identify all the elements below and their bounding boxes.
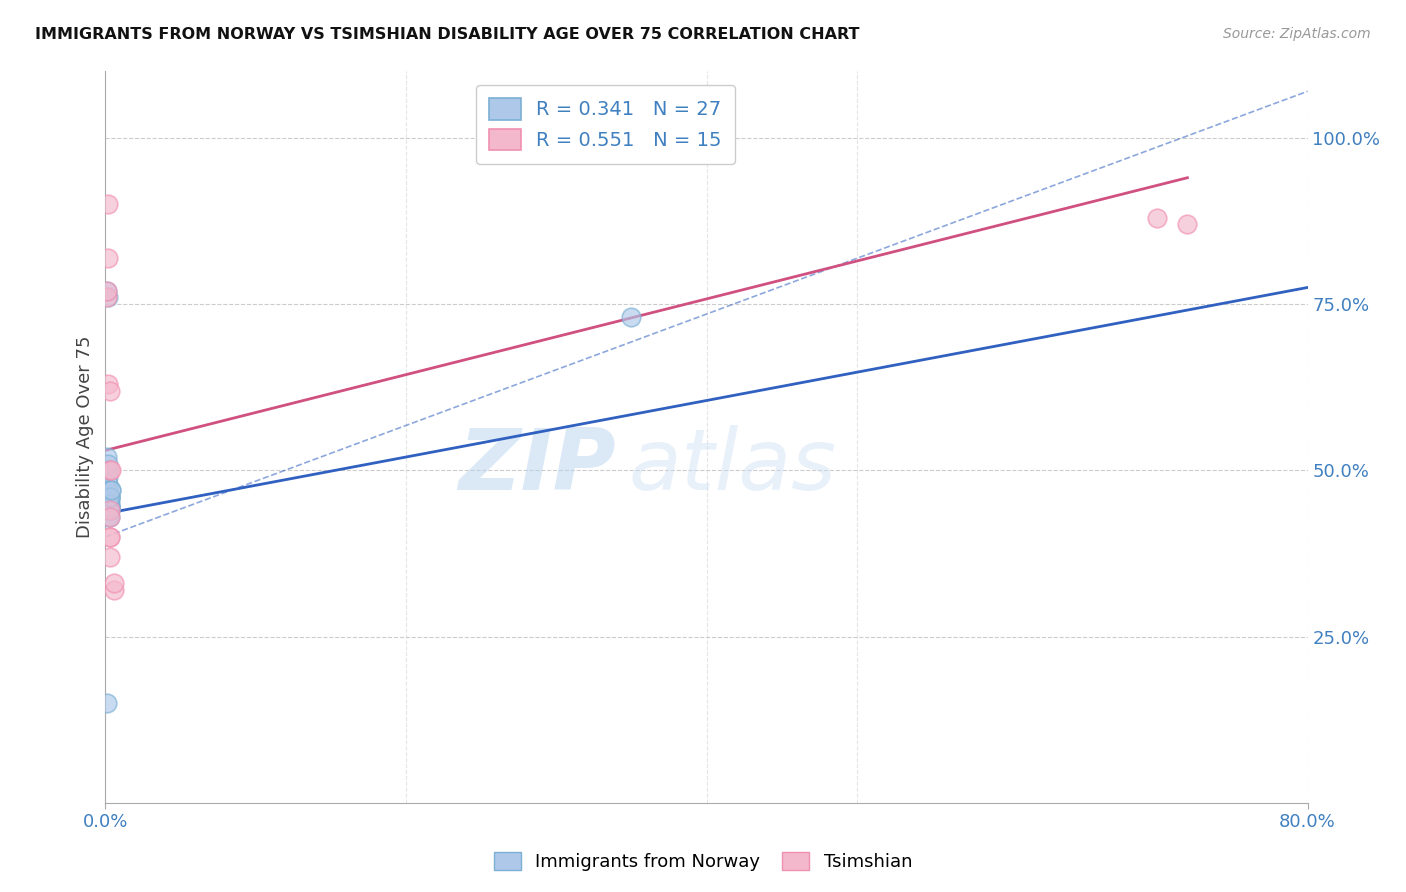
Point	[103, 576, 125, 591]
Legend: Immigrants from Norway, Tsimshian: Immigrants from Norway, Tsimshian	[486, 845, 920, 879]
Point	[98, 530, 121, 544]
Point	[98, 503, 121, 517]
Point	[98, 490, 121, 504]
Point	[96, 463, 118, 477]
Point	[98, 509, 121, 524]
Point	[97, 483, 120, 498]
Point	[98, 500, 121, 514]
Point	[98, 497, 121, 511]
Point	[98, 503, 121, 517]
Text: IMMIGRANTS FROM NORWAY VS TSIMSHIAN DISABILITY AGE OVER 75 CORRELATION CHART: IMMIGRANTS FROM NORWAY VS TSIMSHIAN DISA…	[35, 27, 859, 42]
Point	[96, 450, 118, 464]
Text: Source: ZipAtlas.com: Source: ZipAtlas.com	[1223, 27, 1371, 41]
Point	[98, 503, 121, 517]
Point	[98, 384, 121, 398]
Point	[97, 290, 120, 304]
Point	[98, 490, 121, 504]
Point	[97, 376, 120, 391]
Point	[1146, 211, 1168, 225]
Point	[98, 463, 121, 477]
Point	[98, 500, 121, 514]
Point	[97, 463, 120, 477]
Text: atlas: atlas	[628, 425, 837, 508]
Point	[98, 490, 121, 504]
Point	[97, 509, 120, 524]
Point	[97, 197, 120, 211]
Point	[1175, 217, 1198, 231]
Point	[98, 493, 121, 508]
Point	[97, 497, 120, 511]
Text: ZIP: ZIP	[458, 425, 616, 508]
Point	[98, 500, 121, 514]
Point	[98, 509, 121, 524]
Point	[97, 251, 120, 265]
Point	[97, 457, 120, 471]
Point	[100, 483, 122, 498]
Point	[96, 284, 118, 298]
Point	[98, 500, 121, 514]
Y-axis label: Disability Age Over 75: Disability Age Over 75	[76, 335, 94, 539]
Point	[103, 582, 125, 597]
Point	[100, 483, 122, 498]
Point	[100, 463, 122, 477]
Point	[96, 696, 118, 710]
Point	[96, 290, 118, 304]
Point	[96, 284, 118, 298]
Point	[97, 497, 120, 511]
Point	[98, 549, 121, 564]
Point	[620, 310, 643, 325]
Point	[97, 476, 120, 491]
Legend: R = 0.341   N = 27, R = 0.551   N = 15: R = 0.341 N = 27, R = 0.551 N = 15	[475, 85, 735, 164]
Point	[97, 470, 120, 484]
Point	[98, 530, 121, 544]
